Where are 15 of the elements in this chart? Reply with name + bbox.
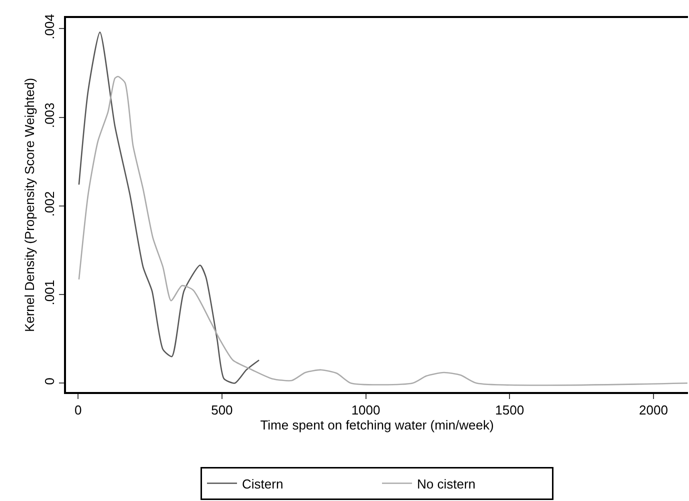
x-tick-label: 1000 bbox=[351, 402, 380, 418]
legend-label: No cistern bbox=[417, 476, 476, 492]
x-tick-label: 500 bbox=[211, 402, 233, 418]
y-tick-label: .003 bbox=[42, 102, 57, 128]
x-tick-label: 1500 bbox=[495, 402, 524, 418]
legend-label: Cistern bbox=[242, 476, 284, 492]
x-axis-title: Time spent on fetching water (min/week) bbox=[260, 418, 494, 433]
y-tick-label: 0 bbox=[42, 378, 57, 385]
y-tick-label: .004 bbox=[42, 14, 57, 40]
y-tick-label: .001 bbox=[42, 280, 57, 306]
y-tick-label: .002 bbox=[42, 191, 57, 217]
x-tick-label: 0 bbox=[74, 402, 82, 418]
y-axis-title: Kernel Density (Propensity Score Weighted) bbox=[22, 78, 38, 332]
line-series bbox=[78, 32, 260, 384]
x-tick-label: 2000 bbox=[639, 402, 668, 418]
